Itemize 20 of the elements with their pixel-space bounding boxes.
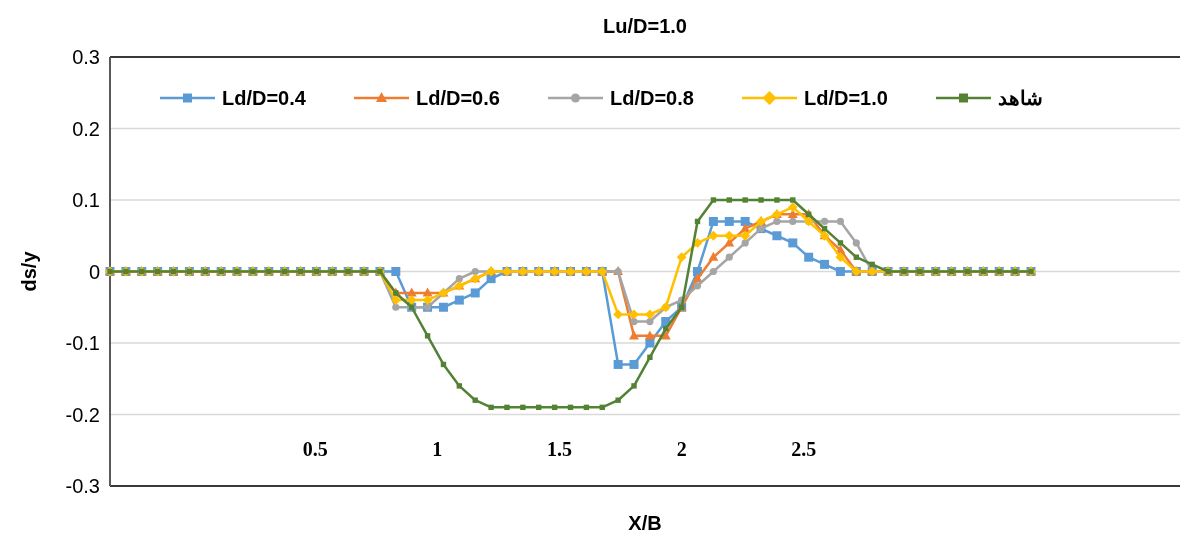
y-tick-label: -0.2 bbox=[65, 403, 100, 426]
x-tick-label: 0.5 bbox=[302, 438, 328, 460]
chart-title: Lu/D=1.0 bbox=[603, 15, 687, 37]
x-axis-title: X/B bbox=[628, 512, 662, 534]
y-tick-label: 0 bbox=[88, 260, 100, 283]
y-tick-label: -0.1 bbox=[65, 332, 100, 354]
y-axis-title: ds/y bbox=[18, 250, 40, 292]
legend-label: Ld/D=0.4 bbox=[222, 87, 307, 109]
legend-label: Ld/D=0.8 bbox=[610, 87, 694, 109]
legend-label: شاهد bbox=[998, 87, 1043, 109]
y-tick-label: 0.1 bbox=[72, 189, 100, 211]
x-tick-label: 1.5 bbox=[547, 438, 572, 460]
y-tick-label: -0.3 bbox=[65, 475, 100, 497]
x-tick-label: 2 bbox=[676, 438, 687, 460]
x-tick-label: 1 bbox=[432, 438, 443, 460]
legend-label: Ld/D=0.6 bbox=[416, 87, 500, 109]
x-tick-label: 2.5 bbox=[791, 438, 817, 460]
y-tick-label: 0.2 bbox=[72, 117, 100, 140]
y-tick-label: 0.3 bbox=[72, 46, 100, 68]
legend-label: Ld/D=1.0 bbox=[804, 87, 888, 109]
